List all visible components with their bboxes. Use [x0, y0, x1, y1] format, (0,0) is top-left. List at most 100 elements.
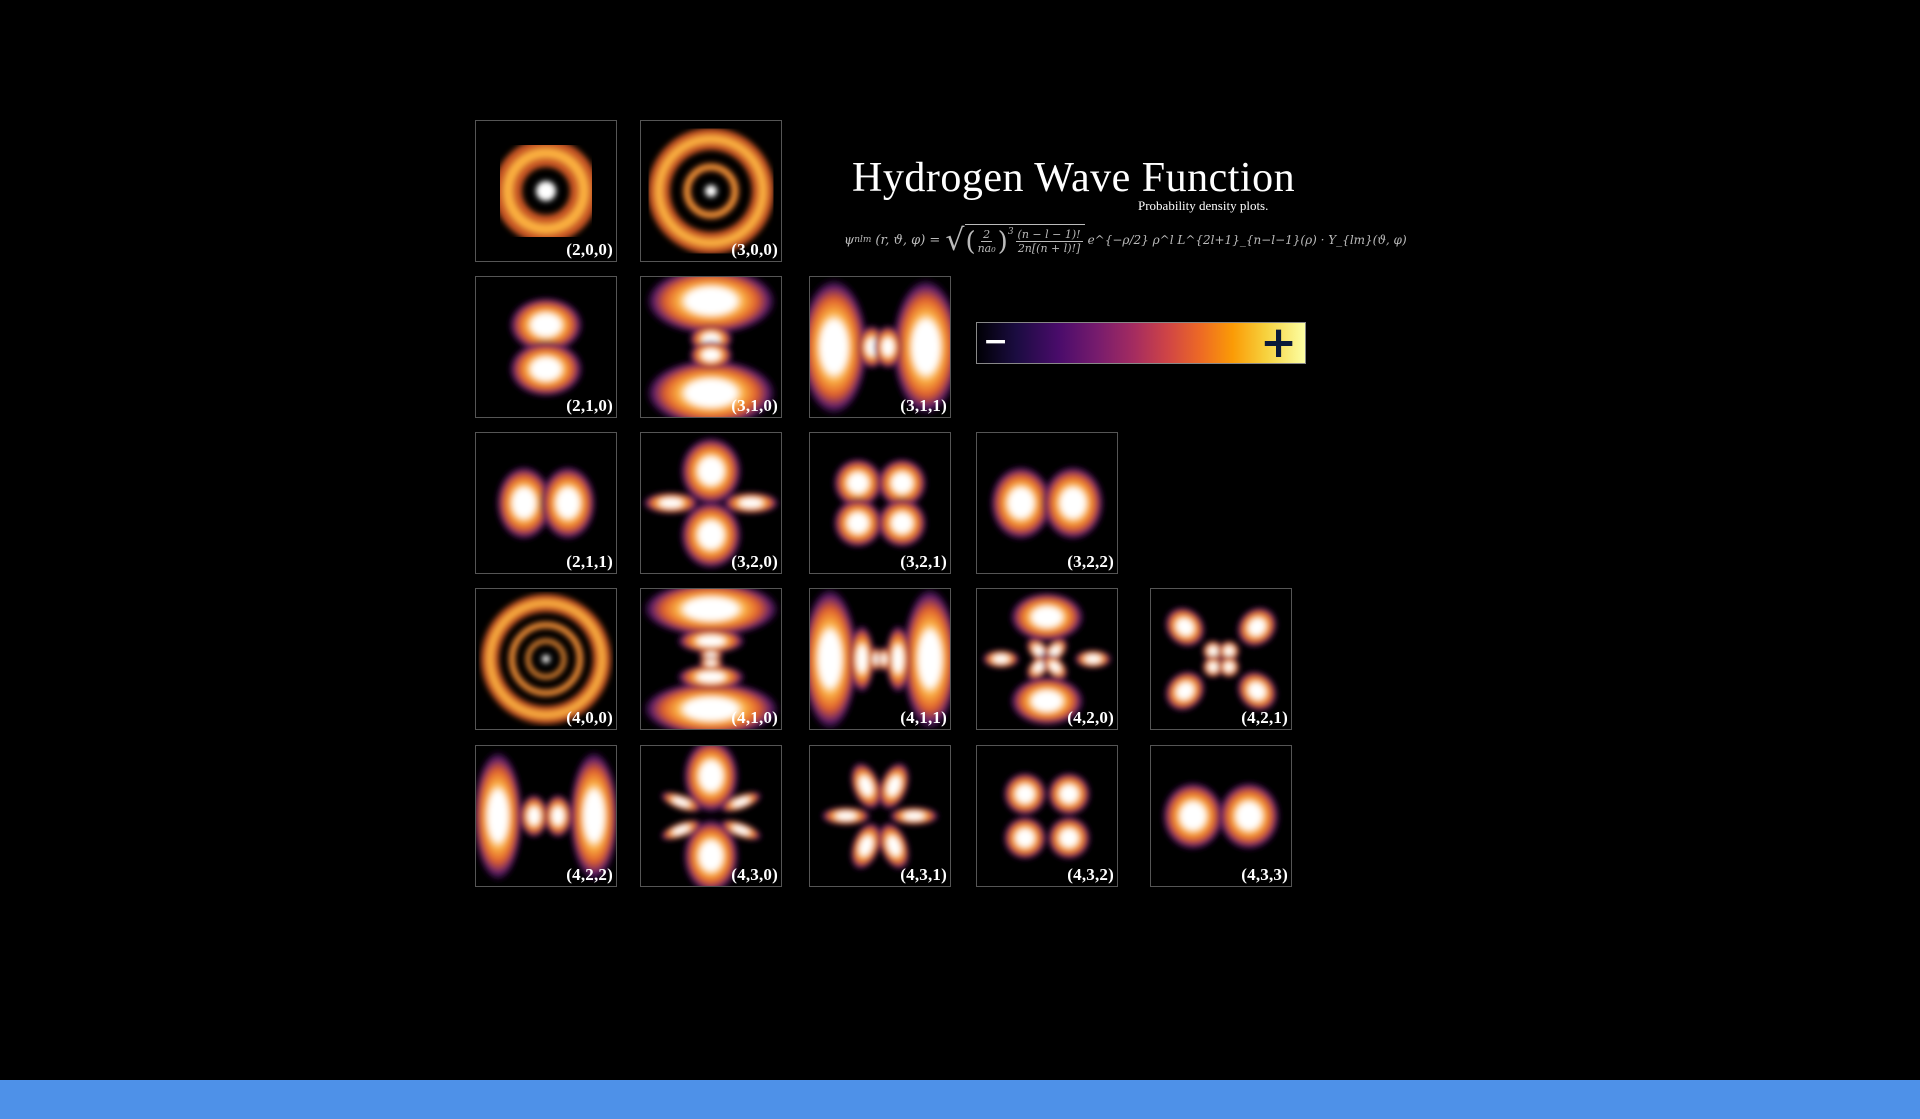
- density-ring-core: [510, 623, 582, 695]
- orbital-density-plot: [648, 128, 774, 254]
- density-lobe: [659, 819, 703, 841]
- fraction-2-over-na0: 2 na₀: [978, 228, 996, 255]
- orbital-density-plot: [989, 464, 1105, 542]
- density-lobe: [1201, 655, 1225, 679]
- orbital-tile: (4,3,2): [976, 745, 1118, 887]
- frac1-denominator: na₀: [977, 242, 996, 255]
- figure-subtitle: Probability density plots.: [1138, 198, 1269, 213]
- density-lobe: [832, 457, 884, 509]
- density-lobe: [1008, 675, 1086, 727]
- orbital-tile: (4,2,1): [1150, 588, 1292, 730]
- density-lobe: [1008, 591, 1086, 643]
- orbital-density-plot: [810, 277, 950, 417]
- density-lobe: [1217, 639, 1241, 663]
- density-lobe: [876, 497, 928, 549]
- density-lobe: [1217, 780, 1281, 852]
- minus-icon: −: [983, 324, 1009, 359]
- orbital-density-plot: [1161, 780, 1281, 852]
- density-lobe: [568, 748, 616, 884]
- orbital-density-plot: [832, 457, 928, 549]
- orbital-label: (4,2,2): [566, 865, 613, 884]
- density-lobe: [539, 464, 597, 542]
- orbital-label: (4,2,1): [1241, 708, 1288, 727]
- density-lobe: [876, 457, 928, 509]
- bottom-bar: [0, 1080, 1920, 1119]
- orbital-label: (4,3,3): [1241, 865, 1288, 884]
- density-lobe: [1002, 815, 1048, 861]
- density-core: [542, 655, 550, 663]
- orbital-density-plot: [495, 464, 597, 542]
- density-core: [705, 185, 717, 197]
- orbital-label: (2,0,0): [566, 240, 613, 259]
- colorbar: − +: [976, 321, 1306, 365]
- density-lobe: [507, 340, 585, 398]
- density-lobe: [1046, 815, 1092, 861]
- density-lobe: [1041, 653, 1069, 681]
- density-lobe: [722, 491, 780, 515]
- orbital-tile: (4,1,1): [809, 588, 951, 730]
- orbital-density-plot: [642, 435, 780, 571]
- density-lobe: [1164, 670, 1206, 712]
- wave-function-formula: ψ nlm (r, ϑ, φ) = √ ( 2 na₀ ) 3 (n − l −…: [844, 215, 1407, 265]
- density-lobe: [901, 589, 950, 729]
- orbital-density-plot: [481, 594, 611, 724]
- formula-lhs: ψ: [844, 232, 855, 248]
- density-lobe: [849, 761, 883, 811]
- density-lobe: [543, 793, 573, 839]
- fraction-factorials: (n − l − 1)! 2n[(n + l)!]: [1015, 228, 1083, 255]
- density-lobe: [989, 464, 1053, 542]
- paren-close: ): [997, 226, 1008, 257]
- orbital-tile: (2,1,1): [475, 432, 617, 574]
- density-lobe: [675, 664, 747, 690]
- density-lobe: [1236, 606, 1278, 648]
- frac2-denominator: 2n[(n + l)!]: [1017, 242, 1081, 255]
- density-lobe: [849, 821, 883, 871]
- orbital-label: (3,1,1): [900, 396, 947, 415]
- density-ring-core: [527, 640, 565, 678]
- orbital-tile: (4,3,3): [1150, 745, 1292, 887]
- orbital-label: (4,3,0): [731, 865, 778, 884]
- orbital-tile: (4,0,0): [475, 588, 617, 730]
- density-lobe: [1046, 771, 1092, 817]
- orbital-density-plot: [659, 746, 763, 886]
- density-lobe: [679, 435, 743, 507]
- orbital-tile: (4,2,0): [976, 588, 1118, 730]
- orbital-tile: (4,3,0): [640, 745, 782, 887]
- orbital-density-plot: [1164, 606, 1278, 712]
- orbital-label: (3,2,2): [1067, 552, 1114, 571]
- orbital-label: (3,1,0): [731, 396, 778, 415]
- density-lobe: [885, 623, 911, 695]
- orbital-label: (4,3,1): [900, 865, 947, 884]
- orbital-label: (3,2,0): [731, 552, 778, 571]
- density-ring-core: [655, 135, 767, 247]
- formula-lhs-subscript: nlm: [854, 235, 872, 245]
- frac1-numerator: 2: [981, 228, 993, 242]
- orbital-density-plot: [810, 589, 950, 729]
- orbital-density-plot: [820, 761, 940, 871]
- density-lobe: [1002, 771, 1048, 817]
- density-core: [536, 181, 556, 201]
- density-lobe: [873, 324, 903, 370]
- orbital-density-plot: [643, 277, 779, 417]
- density-lobe: [495, 464, 553, 542]
- density-lobe: [832, 497, 884, 549]
- formula-lhs-args: (r, ϑ, φ) =: [875, 232, 941, 248]
- density-lobe: [675, 628, 747, 654]
- orbital-tile: (4,2,2): [475, 745, 617, 887]
- density-lobe: [719, 819, 763, 841]
- density-lobe: [719, 791, 763, 813]
- density-lobe: [877, 761, 911, 811]
- orbital-label: (2,1,1): [566, 552, 613, 571]
- orbital-density-plot: [476, 748, 616, 884]
- orbital-tile: (3,1,1): [809, 276, 951, 418]
- density-lobe: [476, 748, 524, 884]
- density-lobe: [1217, 655, 1241, 679]
- sqrt-sign: √: [945, 222, 965, 258]
- orbital-tile: (4,1,0): [640, 588, 782, 730]
- orbital-tile: (3,2,2): [976, 432, 1118, 574]
- orbital-tile: (3,2,1): [809, 432, 951, 574]
- density-lobe: [1164, 606, 1206, 648]
- density-lobe: [1236, 670, 1278, 712]
- orbital-label: (4,0,0): [566, 708, 613, 727]
- orbital-density-plot: [494, 139, 598, 243]
